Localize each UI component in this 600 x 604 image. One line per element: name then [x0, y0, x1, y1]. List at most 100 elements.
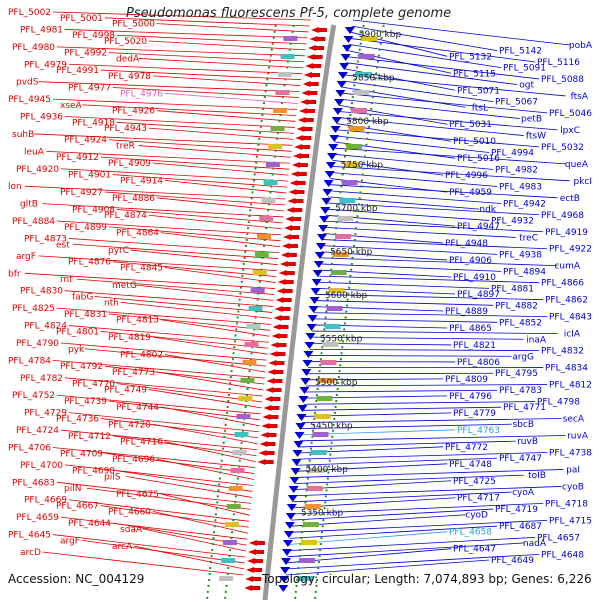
gene-label: PFL_4718 — [545, 499, 588, 509]
gene-label: PFL_4862 — [545, 296, 588, 306]
gene-label: PFL_5002 — [8, 8, 51, 18]
feature-arrow-right — [301, 369, 311, 376]
feature-arrow-right — [282, 549, 292, 556]
gene-label: PFL_4968 — [541, 211, 584, 221]
connector-line — [138, 146, 290, 158]
feature-arrow-right — [337, 81, 347, 88]
connector-line — [65, 291, 273, 307]
gene-label: PFL_4709 — [60, 449, 103, 459]
gene-label: metG — [112, 281, 137, 291]
feature-arrow-right — [296, 414, 306, 421]
gene-label: ftsA — [571, 92, 589, 102]
feature-arrow-left — [245, 576, 261, 582]
feature-arrow-right — [318, 225, 328, 232]
gene-label: PFL_4978 — [108, 72, 151, 82]
gene-label: PFL_4926 — [112, 107, 155, 117]
feature-track-right — [307, 486, 323, 491]
feature-arrow-left — [309, 36, 325, 42]
gene-label: PFL_5016 — [457, 154, 500, 164]
gene-label: argF — [16, 252, 36, 262]
gene-label: PFL_4876 — [68, 258, 111, 268]
feature-arrow-left — [249, 540, 265, 546]
gene-label: paI — [566, 465, 580, 475]
gene-label: PFL_4977 — [68, 83, 111, 93]
gene-label: pilN — [64, 484, 81, 494]
gene-label: pyrC — [108, 246, 129, 256]
feature-arrow-left — [269, 351, 285, 357]
gene-label: inaA — [526, 335, 547, 345]
gene-label: cyoB — [562, 482, 584, 492]
gene-label: PFL_5032 — [541, 143, 584, 153]
kbp-marker-label: 5850 kbp — [352, 74, 395, 84]
gene-label: icIA — [564, 330, 581, 340]
gene-label: ftsL — [472, 103, 488, 113]
gene-label: PFL_4899 — [64, 223, 107, 233]
gene-label: PFL_4796 — [449, 392, 492, 402]
kbp-marker-label: 5650 kbp — [330, 248, 373, 258]
gene-label: lpxC — [560, 126, 580, 136]
feature-arrow-left — [308, 45, 324, 51]
feature-arrow-left — [299, 108, 315, 114]
gene-label: PFL_4801 — [56, 327, 99, 337]
feature-arrow-right — [304, 342, 314, 349]
gene-label: PFL_4897 — [457, 290, 500, 300]
feature-track-left — [271, 126, 285, 131]
connector-line — [316, 301, 494, 306]
gene-label: PFL_4889 — [445, 307, 488, 317]
gene-label: PFL_4976 — [120, 89, 163, 99]
feature-track-left — [281, 54, 295, 59]
kbp-marker-label: 5550 kbp — [320, 335, 363, 345]
kbp-marker-label: 5900 kbp — [359, 30, 402, 40]
gene-label: PFL_4938 — [499, 250, 542, 260]
feature-arrow-left — [287, 198, 303, 204]
gene-label: PFL_4830 — [20, 287, 63, 297]
gene-label: PFL_4809 — [445, 375, 488, 385]
gene-label: pyk — [68, 345, 85, 355]
gene-label: PFL_4912 — [56, 153, 99, 163]
gene-label: PFL_4914 — [120, 176, 163, 186]
feature-arrow-right — [278, 585, 288, 592]
gene-label: PFL_4821 — [453, 341, 496, 351]
gene-label: leuA — [24, 147, 45, 157]
feature-arrow-right — [325, 171, 335, 178]
gene-label: PFL_4644 — [68, 519, 111, 529]
gene-label: PFL_4660 — [108, 507, 151, 517]
gene-label: lon — [8, 182, 22, 192]
feature-arrow-right — [343, 36, 353, 43]
feature-track-right — [303, 522, 319, 527]
gene-label: ndk — [479, 205, 496, 215]
gene-label: toIB — [528, 471, 546, 481]
feature-arrow-left — [247, 558, 263, 564]
feature-track-left — [225, 522, 239, 527]
gene-label: PFL_4771 — [503, 403, 546, 413]
connector-line — [73, 244, 279, 258]
gene-label: PFL_5010 — [453, 137, 496, 147]
feature-arrow-right — [334, 99, 344, 106]
feature-arrow-right — [288, 495, 298, 502]
feature-track-left — [255, 252, 269, 257]
feature-arrow-right — [327, 153, 337, 160]
feature-arrow-left — [285, 216, 301, 222]
connector-line — [138, 58, 303, 67]
feature-track-left — [219, 576, 233, 581]
gene-label: arcA — [112, 542, 133, 552]
gene-label: PFL_4996 — [445, 171, 488, 181]
connector-line — [318, 282, 490, 288]
feature-arrow-left — [268, 360, 284, 366]
gene-label: ftsW — [526, 132, 546, 142]
feature-arrow-left — [246, 567, 262, 573]
gene-label: PFL_4813 — [116, 316, 159, 326]
gene-label: PFL_5000 — [112, 20, 155, 30]
gene-label: PFL_4919 — [545, 228, 588, 238]
gene-label: secA — [563, 415, 585, 425]
gene-label: PFL_4806 — [457, 358, 500, 368]
kbp-marker-label: 5750 kbp — [341, 161, 384, 171]
feature-arrow-right — [331, 126, 341, 133]
feature-arrow-right — [321, 198, 331, 205]
feature-arrow-left — [267, 369, 283, 375]
gene-label: PFL_5001 — [60, 14, 103, 24]
gene-label: petB — [521, 115, 542, 125]
feature-arrow-left — [303, 81, 319, 87]
feature-track-left — [253, 270, 267, 275]
feature-track-right — [342, 180, 358, 185]
